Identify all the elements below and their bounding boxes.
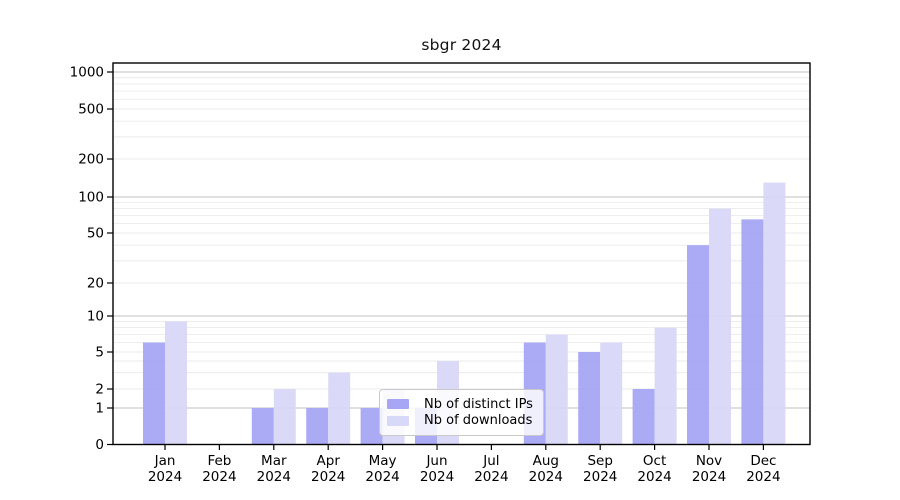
plot-border <box>112 62 811 446</box>
bar-nov-distinct-ips <box>687 245 709 445</box>
y-axis-tick-label: 5 <box>95 345 104 361</box>
bar-apr-distinct-ips <box>306 408 329 445</box>
x-axis-tick-label: Jan 2024 <box>148 453 182 485</box>
x-axis-tick-label: Nov 2024 <box>692 453 726 485</box>
bar-oct-downloads <box>654 327 677 445</box>
y-axis-tick-label: 200 <box>78 152 104 168</box>
y-axis-tick-label: 50 <box>87 226 104 242</box>
y-axis-tick-label: 1 <box>95 401 104 417</box>
bar-sep-downloads <box>600 342 623 445</box>
y-axis-tick-label: 2 <box>95 382 104 398</box>
x-axis-tick-label: Jul 2024 <box>474 453 508 485</box>
legend-swatch-distinct-ips-icon <box>387 399 409 410</box>
x-axis-tick-label: Feb 2024 <box>202 453 236 485</box>
legend-label-downloads: Nb of downloads <box>424 413 533 429</box>
legend-item-downloads: Nb of downloads <box>387 413 535 428</box>
bar-may-distinct-ips <box>360 408 383 445</box>
y-axis-tick-label: 100 <box>78 190 104 206</box>
y-axis-tick-label: 1000 <box>70 65 104 81</box>
legend-item-distinct-ips: Nb of distinct IPs <box>387 397 535 412</box>
legend-label-distinct-ips: Nb of distinct IPs <box>424 396 533 412</box>
bar-dec-distinct-ips <box>741 219 764 445</box>
chart-title: sbgr 2024 <box>421 36 502 54</box>
bar-aug-downloads <box>545 334 568 445</box>
x-axis-tick-label: Aug 2024 <box>529 453 563 485</box>
legend-swatch-downloads-icon <box>387 415 409 426</box>
bar-jan-distinct-ips <box>143 342 165 445</box>
y-axis-tick-label: 500 <box>78 102 104 118</box>
bar-oct-distinct-ips <box>632 389 655 445</box>
y-axis-tick-label: 10 <box>87 309 104 325</box>
y-axis-tick-label: 20 <box>87 276 104 292</box>
x-axis-tick-label: Oct 2024 <box>637 453 671 485</box>
bar-dec-downloads <box>763 182 786 445</box>
x-axis-tick-label: Mar 2024 <box>257 453 291 485</box>
x-axis-tick-label: May 2024 <box>365 453 399 485</box>
x-axis-tick-label: Apr 2024 <box>311 453 345 485</box>
bar-jan-downloads <box>165 321 187 445</box>
legend: Nb of distinct IPs Nb of downloads <box>379 389 544 436</box>
bar-apr-downloads <box>328 372 351 445</box>
x-axis-tick-label: Jun 2024 <box>420 453 454 485</box>
x-axis-tick-label: Dec 2024 <box>746 453 780 485</box>
bar-mar-distinct-ips <box>251 408 274 445</box>
bar-mar-downloads <box>273 389 296 445</box>
bar-sep-distinct-ips <box>578 352 601 445</box>
bar-nov-downloads <box>709 208 731 445</box>
x-axis-tick-label: Sep 2024 <box>583 453 617 485</box>
y-axis-tick-label: 0 <box>95 437 104 453</box>
